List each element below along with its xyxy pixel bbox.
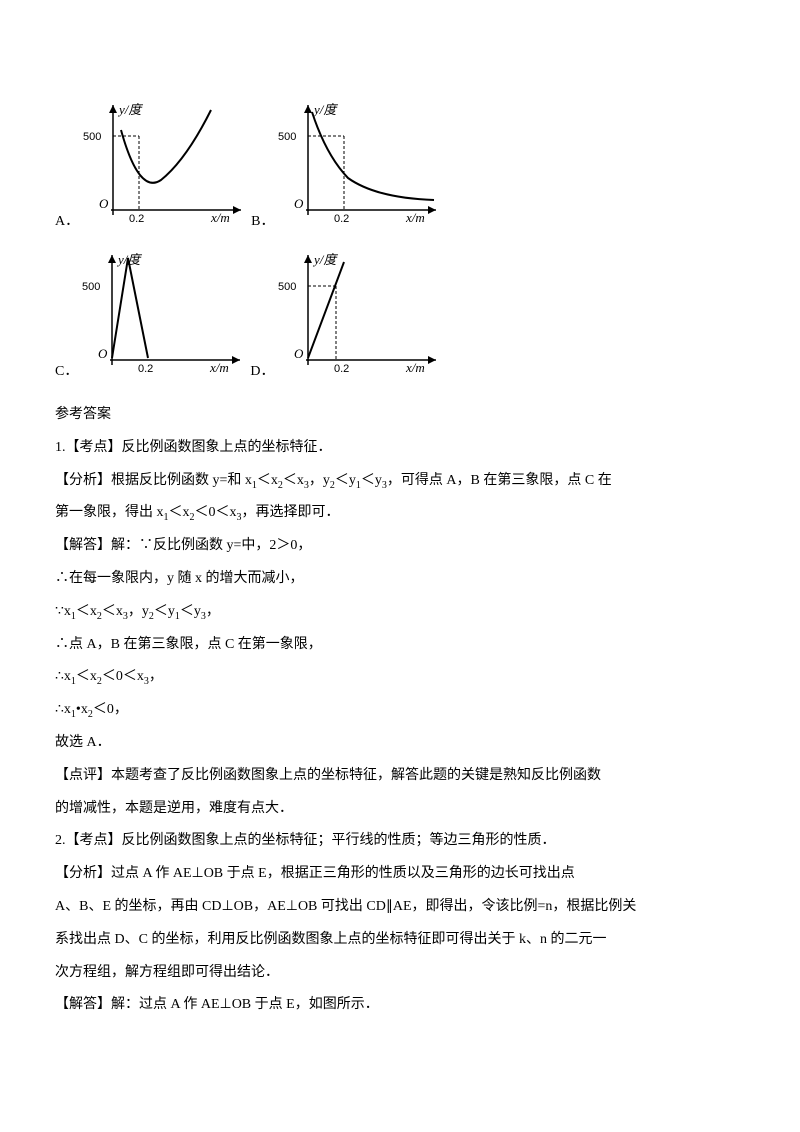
para-14: 【分析】过点 A 作 AE⊥OB 于点 E，根据正三角形的性质以及三角形的边长可… [55, 859, 745, 890]
svg-text:0.2: 0.2 [334, 213, 349, 225]
chart-option-a: A． O 500 0.2 x/m y/度 [55, 100, 246, 230]
para-13: 2.【考点】反比例函数图象上点的坐标特征；平行线的性质；等边三角形的性质． [55, 826, 745, 857]
svg-text:y/度: y/度 [312, 102, 338, 117]
svg-text:0.2: 0.2 [334, 363, 349, 375]
svg-text:500: 500 [82, 281, 100, 293]
svg-text:x/m: x/m [405, 360, 425, 375]
svg-text:x/m: x/m [210, 210, 230, 225]
para-8: ∴x1＜x2＜0＜x3， [55, 662, 745, 693]
para-4: 【解答】解：∵反比例函数 y=中，2＞0， [55, 531, 745, 562]
para-7: ∴点 A，B 在第三象限，点 C 在第一象限， [55, 630, 745, 661]
svg-text:0.2: 0.2 [129, 213, 144, 225]
chart-option-b: B． O 500 0.2 x/m y/度 [251, 100, 441, 230]
para-11: 【点评】本题考查了反比例函数图象上点的坐标特征，解答此题的关键是熟知反比例函数 [55, 761, 745, 792]
option-a-label: A． [55, 210, 79, 230]
svg-text:O: O [294, 196, 304, 211]
svg-text:y/度: y/度 [312, 252, 338, 267]
para-6: ∵x1＜x2＜x3，y2＜y1＜y3， [55, 597, 745, 628]
option-b-label: B． [251, 210, 274, 230]
svg-text:x/m: x/m [405, 210, 425, 225]
answer-header: 参考答案 [55, 400, 745, 431]
para-12: 的增减性，本题是逆用，难度有点大． [55, 794, 745, 825]
para-9: ∴x1•x2＜0， [55, 695, 745, 726]
chart-a: O 500 0.2 x/m y/度 [81, 100, 246, 230]
svg-text:O: O [99, 196, 109, 211]
charts-row-2: C． O 500 0.2 x/m y/度 D． O 500 0.2 x/m y/… [55, 250, 745, 388]
chart-option-c: C． O 500 0.2 x/m y/度 [55, 250, 245, 380]
svg-text:x/m: x/m [209, 360, 229, 375]
option-c-label: C． [55, 360, 78, 380]
charts-row-1: A． O 500 0.2 x/m y/度 B． O 500 0.2 x/m [55, 100, 745, 238]
para-18: 【解答】解：过点 A 作 AE⊥OB 于点 E，如图所示． [55, 990, 745, 1021]
para-10: 故选 A． [55, 728, 745, 759]
para-16: 系找出点 D、C 的坐标，利用反比例函数图象上点的坐标特征即可得出关于 k、n … [55, 925, 745, 956]
option-d-label: D． [250, 360, 274, 380]
para-15: A、B、E 的坐标，再由 CD⊥OB，AE⊥OB 可找出 CD∥AE，即得出，令… [55, 892, 745, 923]
para-5: ∴在每一象限内，y 随 x 的增大而减小， [55, 564, 745, 595]
para-17: 次方程组，解方程组即可得出结论． [55, 958, 745, 989]
para-2: 【分析】根据反比例函数 y=和 x1＜x2＜x3，y2＜y1＜y3，可得点 A，… [55, 466, 745, 497]
chart-c: O 500 0.2 x/m y/度 [80, 250, 245, 380]
chart-b: O 500 0.2 x/m y/度 [276, 100, 441, 230]
svg-text:0.2: 0.2 [138, 363, 153, 375]
svg-text:O: O [294, 346, 304, 361]
chart-d: O 500 0.2 x/m y/度 [276, 250, 441, 380]
svg-text:500: 500 [278, 131, 296, 143]
para-1: 1.【考点】反比例函数图象上点的坐标特征． [55, 433, 745, 464]
svg-text:500: 500 [83, 131, 101, 143]
svg-text:500: 500 [278, 281, 296, 293]
chart-option-d: D． O 500 0.2 x/m y/度 [250, 250, 441, 380]
svg-text:y/度: y/度 [117, 102, 143, 117]
svg-text:O: O [98, 346, 108, 361]
para-3: 第一象限，得出 x1＜x2＜0＜x3，再选择即可． [55, 498, 745, 529]
